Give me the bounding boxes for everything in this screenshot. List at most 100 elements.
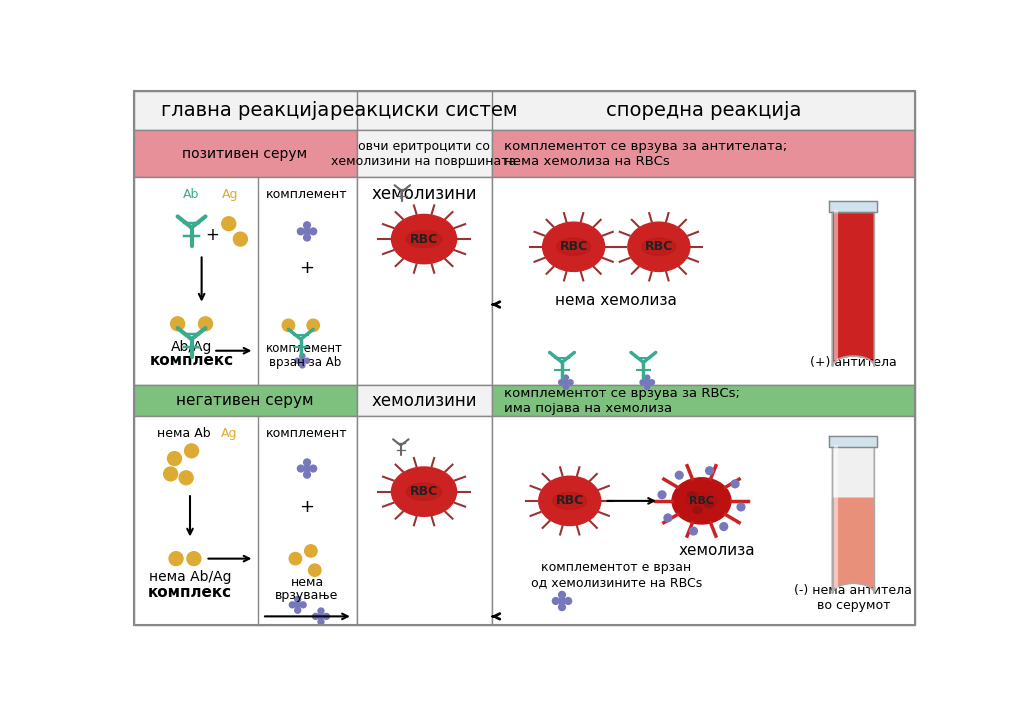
Ellipse shape [407, 483, 442, 501]
Text: споредна реакција: споредна реакција [606, 101, 802, 120]
Text: Ab: Ab [183, 188, 200, 201]
Ellipse shape [391, 214, 457, 264]
Polygon shape [829, 436, 878, 447]
Circle shape [558, 598, 565, 604]
Circle shape [199, 317, 212, 330]
Bar [493, 416, 915, 625]
Circle shape [689, 527, 697, 535]
Circle shape [552, 598, 559, 604]
Circle shape [179, 471, 194, 485]
Bar [356, 130, 493, 177]
Ellipse shape [553, 492, 587, 510]
Ellipse shape [642, 238, 676, 255]
Circle shape [664, 514, 672, 522]
Circle shape [307, 319, 319, 332]
Text: RBC: RBC [410, 233, 438, 245]
Text: реакциски систем: реакциски систем [331, 101, 518, 120]
Text: Ag: Ag [222, 188, 239, 201]
Text: хемолизини: хемолизини [372, 186, 477, 203]
Polygon shape [829, 201, 878, 212]
Bar [134, 91, 915, 130]
Text: RBC: RBC [556, 494, 584, 508]
Text: комплекс: комплекс [147, 585, 232, 600]
Circle shape [300, 354, 305, 359]
Ellipse shape [685, 493, 718, 509]
Bar [356, 177, 493, 386]
Text: (+) антитела: (+) антитела [810, 356, 897, 369]
Text: +: + [205, 226, 219, 244]
Text: (-) нема антитела
во серумот: (-) нема антитела во серумот [795, 584, 912, 612]
Bar [134, 130, 356, 177]
Circle shape [645, 375, 650, 380]
Text: позитивен серум: позитивен серум [182, 147, 307, 161]
Circle shape [304, 358, 309, 363]
Circle shape [300, 602, 306, 608]
Ellipse shape [543, 222, 604, 272]
Ellipse shape [693, 507, 702, 513]
Circle shape [303, 228, 310, 235]
Polygon shape [833, 447, 874, 593]
Circle shape [295, 358, 300, 363]
Circle shape [565, 598, 571, 604]
Circle shape [169, 552, 183, 566]
Circle shape [640, 380, 645, 385]
Circle shape [300, 358, 305, 363]
Circle shape [283, 319, 295, 332]
Text: Ab/Ag: Ab/Ag [171, 340, 212, 354]
Text: главна реакција: главна реакција [161, 101, 329, 120]
Circle shape [312, 613, 318, 620]
Circle shape [222, 217, 236, 230]
Text: нема Ab: нема Ab [157, 427, 211, 440]
Circle shape [171, 317, 184, 330]
Text: +: + [300, 259, 314, 277]
Text: овчи еритроцити со
хемолизини на површината: овчи еритроцити со хемолизини на површин… [332, 140, 517, 167]
Circle shape [295, 596, 301, 603]
Bar [493, 130, 915, 177]
Circle shape [558, 591, 565, 598]
Bar [134, 416, 356, 625]
Circle shape [297, 228, 304, 235]
Text: RBC: RBC [689, 496, 714, 506]
Text: комплемент: комплемент [266, 188, 348, 201]
Circle shape [297, 465, 304, 472]
Text: нема: нема [291, 576, 324, 589]
Circle shape [559, 380, 564, 385]
Text: комплекс: комплекс [150, 353, 233, 368]
Circle shape [187, 552, 201, 566]
Ellipse shape [557, 238, 591, 255]
Circle shape [649, 380, 654, 385]
Bar [493, 177, 915, 386]
Circle shape [303, 234, 310, 241]
Circle shape [737, 503, 744, 511]
Circle shape [563, 384, 568, 389]
Circle shape [289, 552, 302, 565]
Text: +: + [300, 498, 314, 516]
Text: Ag: Ag [220, 427, 237, 440]
Circle shape [645, 384, 650, 389]
Ellipse shape [407, 230, 442, 247]
Text: нема хемолиза: нема хемолиза [555, 294, 677, 308]
Circle shape [568, 380, 573, 385]
Text: негативен серум: негативен серум [176, 393, 313, 408]
Text: комплемент: комплемент [266, 342, 343, 355]
Circle shape [295, 607, 301, 613]
Circle shape [731, 480, 739, 488]
Circle shape [305, 545, 317, 557]
Circle shape [720, 523, 728, 530]
Circle shape [318, 613, 324, 620]
Text: комплементот се врзува за антителата;
нема хемолиза на RBCs: комплементот се врзува за антителата; не… [504, 140, 787, 167]
Circle shape [310, 228, 316, 235]
Circle shape [706, 467, 714, 474]
Ellipse shape [705, 502, 714, 508]
Bar [493, 386, 915, 416]
Circle shape [168, 452, 181, 466]
Circle shape [184, 444, 199, 458]
Ellipse shape [687, 491, 697, 498]
Text: хемолиза: хемолиза [679, 543, 756, 559]
Circle shape [290, 602, 295, 608]
Circle shape [318, 608, 324, 614]
Circle shape [164, 467, 177, 481]
Ellipse shape [539, 476, 601, 525]
Ellipse shape [628, 222, 690, 272]
Bar [356, 416, 493, 625]
